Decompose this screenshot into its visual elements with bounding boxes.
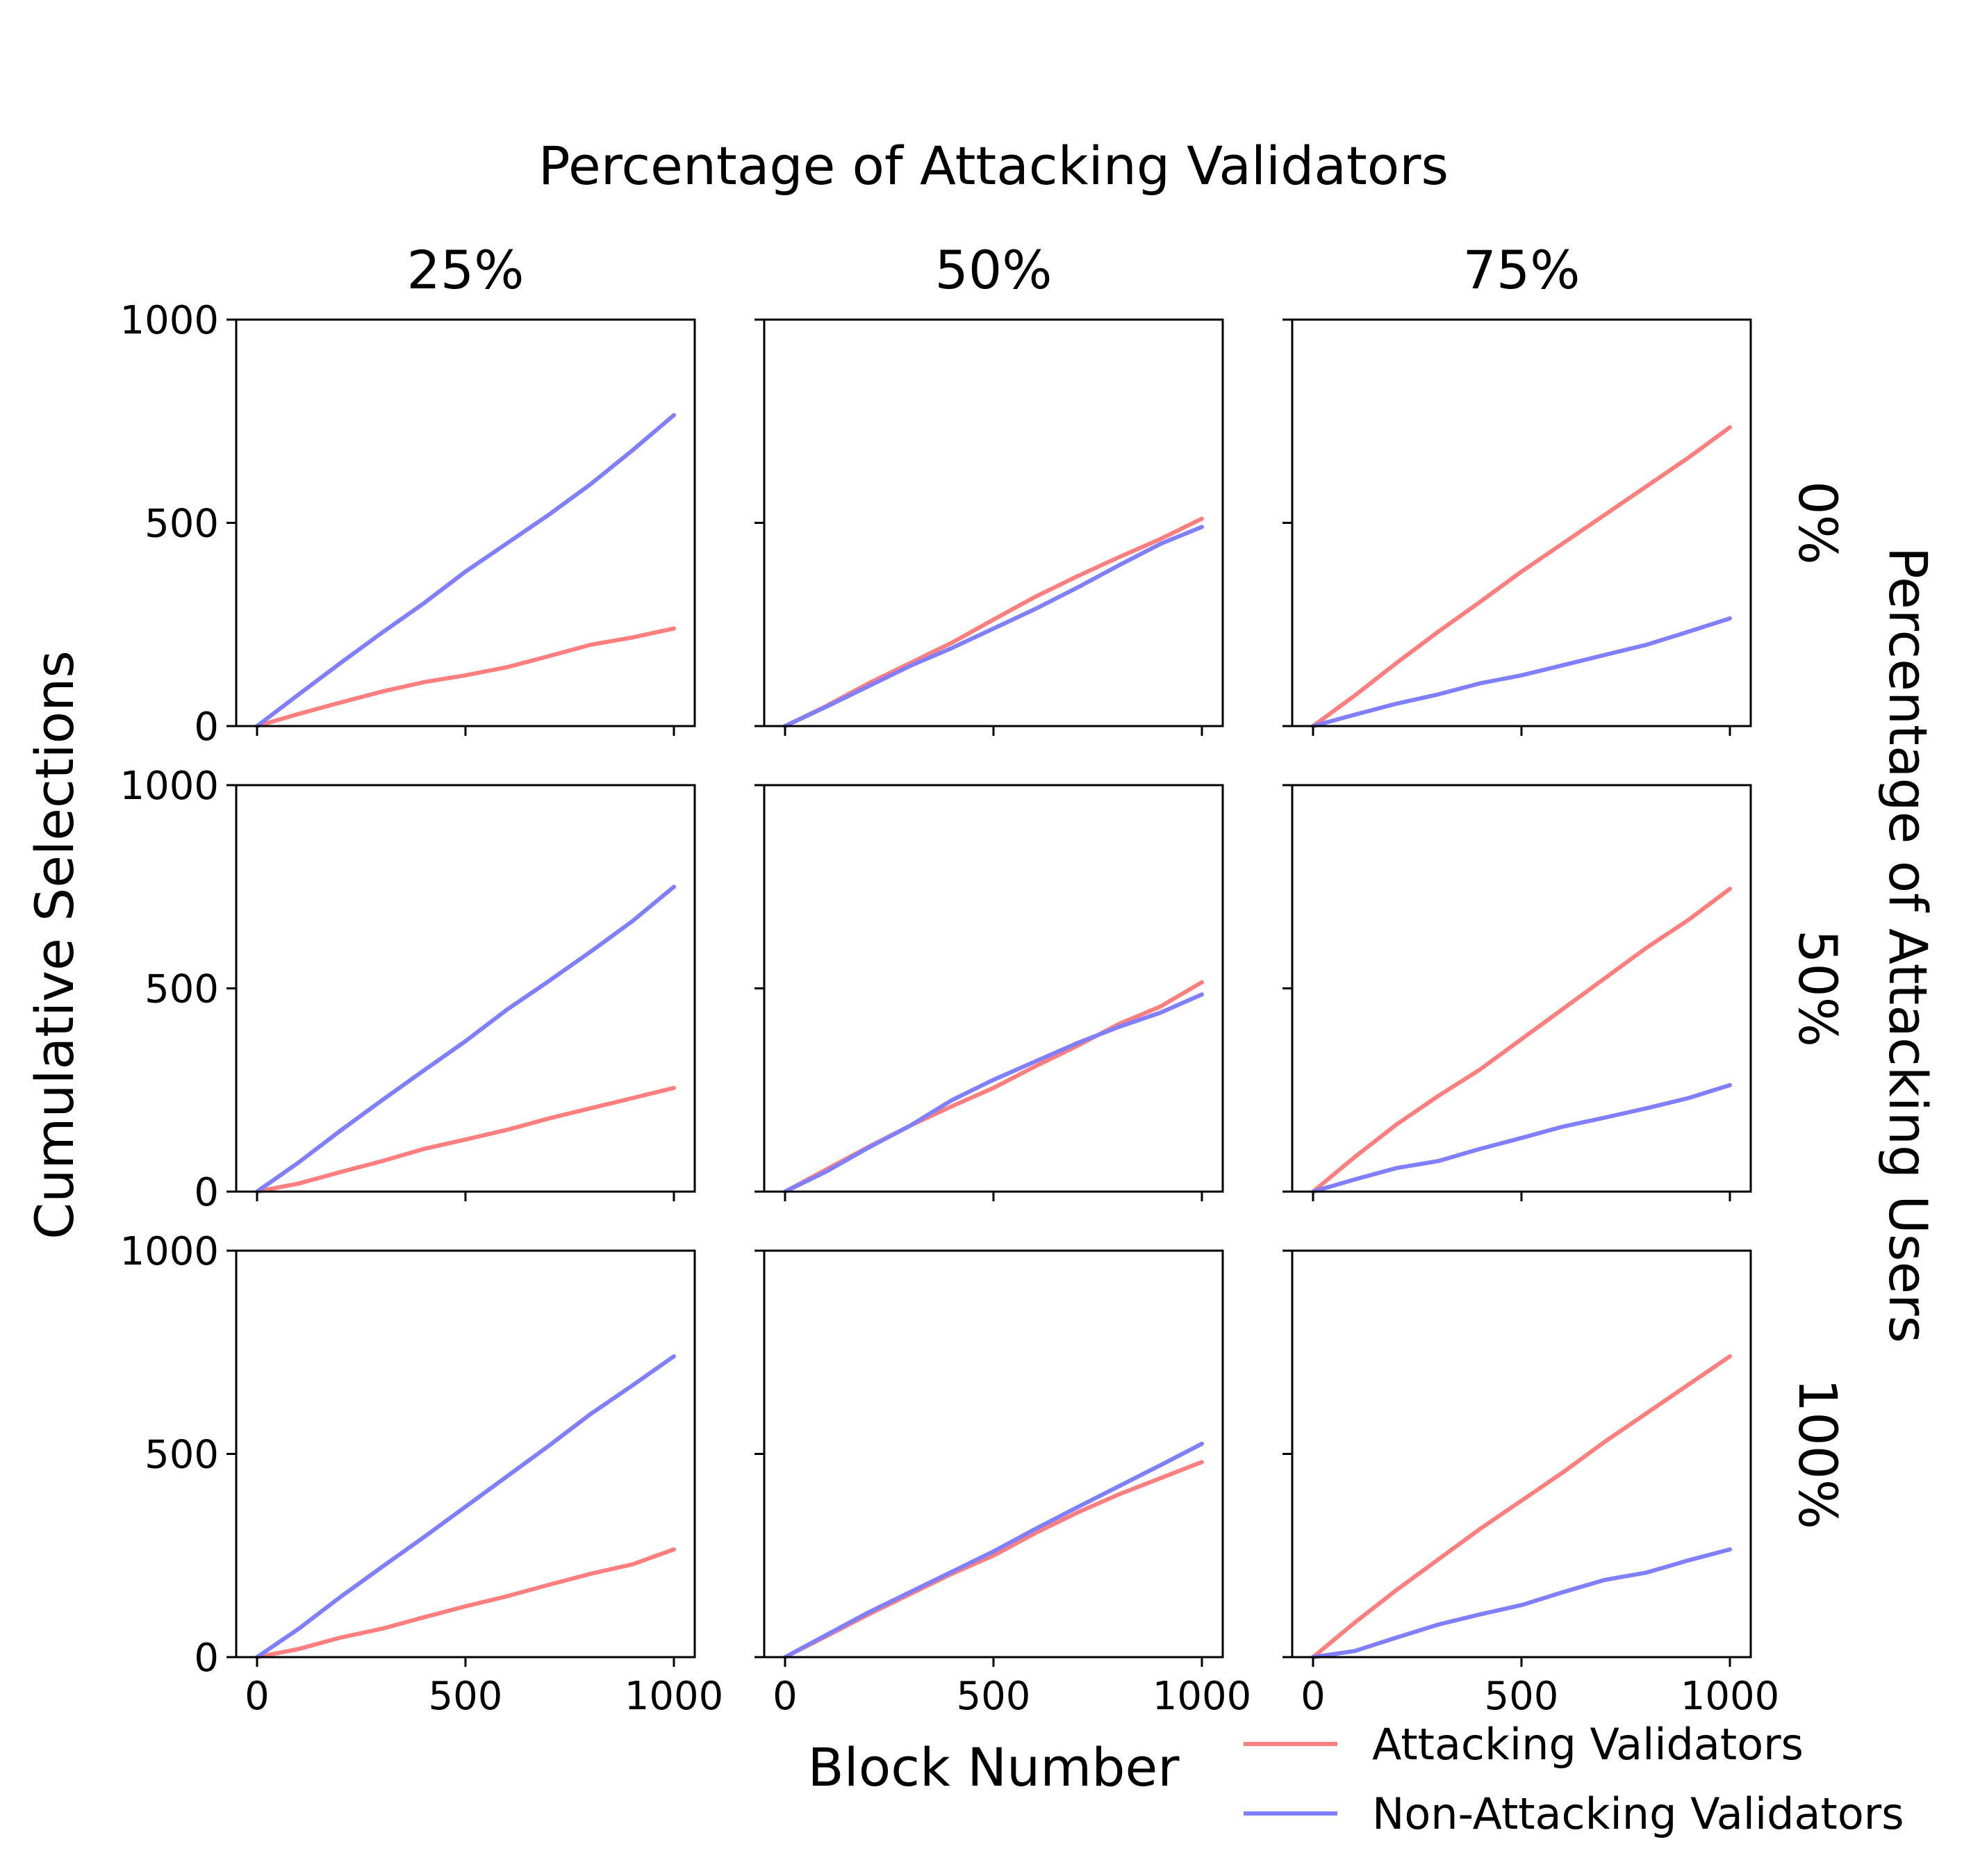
figure-top-title: Percentage of Attacking Validators — [538, 135, 1449, 197]
series-line-attacking-validators — [255, 1085, 676, 1194]
y-tick-label: 500 — [145, 967, 219, 1012]
row-title-50pct: 50% — [1787, 930, 1849, 1047]
panel-0pct-users-75pct-validators — [1282, 318, 1752, 736]
series-line-non-attacking-validators — [255, 413, 676, 728]
axes-frame — [763, 318, 1224, 727]
y-tick-label: 1000 — [119, 1229, 219, 1274]
y-tick-label: 0 — [194, 1170, 219, 1215]
axes-frame — [763, 784, 1224, 1193]
series-line-non-attacking-validators — [1311, 616, 1732, 728]
series-line-non-attacking-validators — [783, 525, 1204, 728]
column-title-50pct: 50% — [935, 239, 1053, 301]
y-tick-label: 0 — [194, 1636, 219, 1681]
x-tick-label: 0 — [1301, 1674, 1326, 1719]
series-line-non-attacking-validators — [255, 1354, 676, 1659]
series-line-attacking-validators — [1311, 425, 1732, 728]
y-tick-label: 0 — [194, 705, 219, 750]
axes-frame — [235, 318, 696, 727]
axes-frame — [235, 1249, 696, 1659]
panel-grid: 25% 50% 75% 0% 50% 100% 0 500 1000 0 500 1000 0 500 10… — [119, 239, 1849, 1719]
panel-0pct-users-50pct-validators — [754, 318, 1224, 736]
panel-100pct-users-25pct-validators: 0 500 1000 0 500 1000 — [119, 1229, 723, 1719]
column-title-25pct: 25% — [407, 239, 525, 301]
series-line-attacking-validators — [255, 626, 676, 728]
series-line-non-attacking-validators — [783, 1441, 1204, 1659]
figure-right-title: Percentage of Attacking Users — [1877, 547, 1939, 1343]
panel-50pct-users-75pct-validators — [1282, 784, 1752, 1201]
legend-label-non-attacking: Non-Attacking Validators — [1372, 1788, 1904, 1839]
x-tick-label: 1000 — [625, 1674, 724, 1719]
x-tick-label: 0 — [245, 1674, 270, 1719]
series-line-non-attacking-validators — [1311, 1547, 1732, 1659]
x-tick-label: 1000 — [1153, 1674, 1252, 1719]
row-title-100pct: 100% — [1787, 1379, 1849, 1529]
series-line-attacking-validators — [783, 1460, 1204, 1659]
legend-label-attacking: Attacking Validators — [1372, 1719, 1804, 1770]
x-tick-label: 500 — [957, 1674, 1031, 1719]
x-axis-label: Block Number — [807, 1736, 1180, 1798]
y-tick-label: 1000 — [119, 298, 219, 343]
panel-50pct-users-25pct-validators: 0 500 1000 — [119, 764, 696, 1215]
y-axis-label: Cumulative Selections — [24, 650, 85, 1240]
panel-100pct-users-75pct-validators: 0 500 1000 — [1282, 1249, 1780, 1719]
y-tick-label: 500 — [145, 502, 219, 547]
x-tick-label: 0 — [773, 1674, 798, 1719]
panel-100pct-users-50pct-validators: 0 500 1000 — [754, 1249, 1252, 1719]
series-line-attacking-validators — [1311, 887, 1732, 1194]
axes-frame — [235, 784, 696, 1193]
x-tick-label: 500 — [1485, 1674, 1559, 1719]
series-line-non-attacking-validators — [1311, 1083, 1732, 1194]
x-tick-label: 500 — [429, 1674, 503, 1719]
panel-0pct-users-25pct-validators: 0 500 1000 — [119, 298, 696, 750]
x-tick-label: 1000 — [1681, 1674, 1780, 1719]
legend: Attacking Validators Non-Attacking Valid… — [1244, 1719, 1904, 1839]
series-line-non-attacking-validators — [255, 884, 676, 1194]
axes-frame — [763, 1249, 1224, 1659]
panel-50pct-users-50pct-validators — [754, 784, 1224, 1201]
row-title-0pct: 0% — [1787, 481, 1849, 565]
column-title-75pct: 75% — [1463, 239, 1581, 301]
axes-frame — [1291, 318, 1752, 727]
y-tick-label: 500 — [145, 1433, 219, 1478]
series-line-attacking-validators — [1311, 1354, 1732, 1659]
axes-frame — [1291, 784, 1752, 1193]
series-line-non-attacking-validators — [783, 992, 1204, 1194]
axes-frame — [1291, 1249, 1752, 1659]
series-line-attacking-validators — [255, 1547, 676, 1659]
y-tick-label: 1000 — [119, 764, 219, 809]
